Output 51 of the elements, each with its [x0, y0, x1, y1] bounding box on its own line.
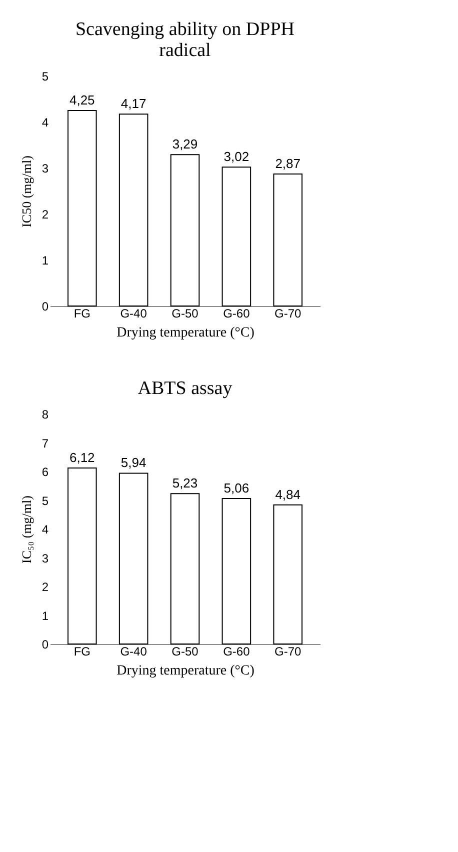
- y-tick-label: 4: [42, 522, 49, 536]
- x-tick-label: G-70: [274, 306, 302, 320]
- data-label: 4,17: [120, 96, 146, 112]
- bar: [273, 504, 302, 644]
- y-tick-label: 0: [42, 300, 49, 314]
- x-tick-label: FG: [74, 306, 90, 320]
- y-tick-label: 0: [42, 638, 49, 652]
- y-tick-label: 5: [42, 70, 49, 84]
- y-tick-label: 7: [42, 436, 49, 450]
- x-axis-title: Drying temperature (°C): [116, 664, 255, 678]
- bar: [118, 472, 148, 644]
- x-tick-label: FG: [74, 644, 90, 658]
- x-tick-label: G-60: [223, 644, 250, 658]
- data-label: 6,12: [69, 450, 95, 466]
- y-tick-label: 8: [42, 408, 49, 422]
- x-tick-label: G-60: [223, 306, 250, 320]
- bar: [68, 468, 97, 644]
- chart-title: Scavenging ability on DPPH radical: [75, 19, 295, 61]
- x-axis-title: Drying temperature (°C): [116, 326, 255, 340]
- chart-title: ABTS assay: [138, 378, 233, 399]
- bar: [273, 173, 302, 306]
- data-label: 5,23: [172, 476, 198, 491]
- bar: [170, 493, 200, 644]
- bar: [222, 498, 252, 644]
- y-tick-label: 2: [42, 208, 49, 222]
- data-label: 2,87: [275, 156, 301, 171]
- y-tick-label: 1: [42, 608, 49, 623]
- bar: [118, 114, 148, 306]
- data-label: 5,06: [224, 480, 250, 496]
- data-label: 4,84: [275, 486, 301, 502]
- data-label: 3,29: [172, 136, 198, 152]
- bar: [170, 154, 200, 306]
- y-axis-title: IC₅₀ (mg/ml): [18, 496, 34, 564]
- y-tick-label: 6: [42, 465, 49, 479]
- data-label: 5,94: [120, 455, 146, 470]
- y-tick-label: 3: [42, 162, 49, 176]
- y-tick-label: 4: [42, 116, 49, 130]
- x-tick-label: G-40: [120, 306, 148, 320]
- data-label: 4,25: [69, 92, 95, 108]
- bar: [68, 110, 97, 306]
- y-axis-title: IC50 (mg/ml): [18, 156, 34, 228]
- x-tick-label: G-50: [172, 644, 199, 658]
- x-tick-label: G-70: [274, 644, 302, 658]
- data-label: 3,02: [224, 149, 250, 164]
- y-tick-label: 1: [42, 254, 49, 268]
- y-tick-label: 3: [42, 551, 49, 566]
- x-tick-label: G-50: [172, 306, 199, 320]
- x-tick-label: G-40: [120, 644, 148, 658]
- y-tick-label: 5: [42, 494, 49, 508]
- y-tick-label: 2: [42, 580, 49, 594]
- bar: [222, 166, 252, 306]
